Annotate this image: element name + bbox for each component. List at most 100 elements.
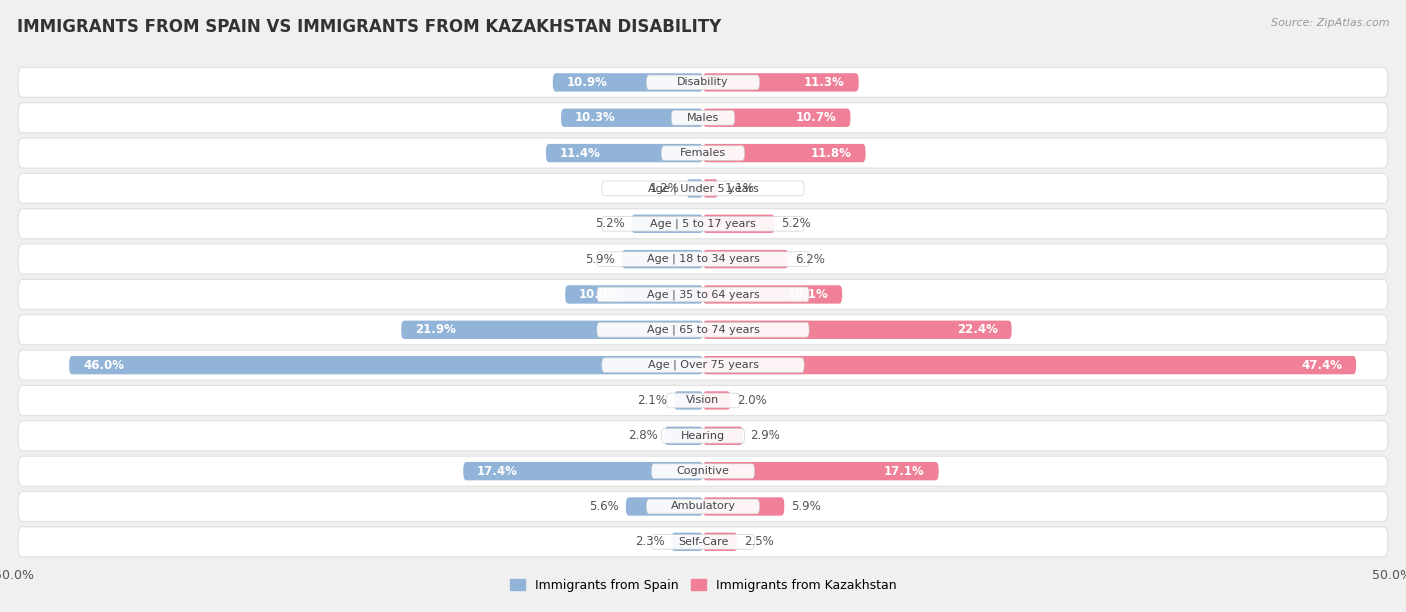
Text: 17.4%: 17.4% [477,465,517,477]
FancyBboxPatch shape [647,75,759,90]
Text: 5.2%: 5.2% [782,217,811,230]
Text: 6.2%: 6.2% [796,253,825,266]
FancyBboxPatch shape [703,391,731,409]
Text: Females: Females [681,148,725,158]
Text: Ambulatory: Ambulatory [671,501,735,512]
Text: 11.4%: 11.4% [560,147,600,160]
FancyBboxPatch shape [546,144,703,162]
Text: 10.9%: 10.9% [567,76,607,89]
FancyBboxPatch shape [18,456,1388,486]
FancyBboxPatch shape [18,350,1388,380]
FancyBboxPatch shape [18,280,1388,310]
Text: 22.4%: 22.4% [957,323,998,336]
FancyBboxPatch shape [598,252,808,266]
Text: 47.4%: 47.4% [1302,359,1343,371]
FancyBboxPatch shape [18,138,1388,168]
Text: 17.1%: 17.1% [884,465,925,477]
Text: 2.0%: 2.0% [738,394,768,407]
FancyBboxPatch shape [651,534,755,549]
FancyBboxPatch shape [18,209,1388,239]
FancyBboxPatch shape [18,67,1388,97]
FancyBboxPatch shape [666,393,740,408]
Text: 2.5%: 2.5% [744,536,775,548]
Text: 5.9%: 5.9% [792,500,821,513]
FancyBboxPatch shape [621,250,703,268]
FancyBboxPatch shape [703,321,1012,339]
FancyBboxPatch shape [18,386,1388,416]
Text: 21.9%: 21.9% [415,323,456,336]
FancyBboxPatch shape [703,462,939,480]
Text: 2.1%: 2.1% [637,394,668,407]
FancyBboxPatch shape [651,464,755,479]
FancyBboxPatch shape [602,181,804,196]
Text: Age | 65 to 74 years: Age | 65 to 74 years [647,324,759,335]
FancyBboxPatch shape [703,532,738,551]
FancyBboxPatch shape [401,321,703,339]
FancyBboxPatch shape [561,108,703,127]
FancyBboxPatch shape [18,527,1388,557]
Text: Age | Over 75 years: Age | Over 75 years [648,360,758,370]
FancyBboxPatch shape [661,428,745,443]
FancyBboxPatch shape [703,427,742,445]
Text: IMMIGRANTS FROM SPAIN VS IMMIGRANTS FROM KAZAKHSTAN DISABILITY: IMMIGRANTS FROM SPAIN VS IMMIGRANTS FROM… [17,18,721,36]
Text: 1.2%: 1.2% [650,182,679,195]
Text: 10.7%: 10.7% [796,111,837,124]
Text: 5.6%: 5.6% [589,500,619,513]
FancyBboxPatch shape [703,179,718,198]
Text: Males: Males [688,113,718,123]
FancyBboxPatch shape [673,391,703,409]
Text: 11.3%: 11.3% [804,76,845,89]
FancyBboxPatch shape [703,250,789,268]
FancyBboxPatch shape [703,285,842,304]
FancyBboxPatch shape [602,358,804,373]
FancyBboxPatch shape [463,462,703,480]
Text: Cognitive: Cognitive [676,466,730,476]
FancyBboxPatch shape [647,499,759,514]
Text: 10.1%: 10.1% [787,288,828,301]
Text: Vision: Vision [686,395,720,406]
FancyBboxPatch shape [18,421,1388,451]
FancyBboxPatch shape [565,285,703,304]
Legend: Immigrants from Spain, Immigrants from Kazakhstan: Immigrants from Spain, Immigrants from K… [505,574,901,597]
FancyBboxPatch shape [598,287,808,302]
Text: Source: ZipAtlas.com: Source: ZipAtlas.com [1271,18,1389,28]
FancyBboxPatch shape [665,427,703,445]
FancyBboxPatch shape [703,498,785,516]
Text: 5.9%: 5.9% [585,253,614,266]
Text: 2.3%: 2.3% [634,536,665,548]
Text: 10.3%: 10.3% [575,111,616,124]
Text: 10.0%: 10.0% [579,288,620,301]
FancyBboxPatch shape [703,73,859,92]
Text: 1.1%: 1.1% [725,182,755,195]
FancyBboxPatch shape [598,323,808,337]
Text: 11.8%: 11.8% [811,147,852,160]
FancyBboxPatch shape [69,356,703,375]
FancyBboxPatch shape [602,217,804,231]
FancyBboxPatch shape [18,244,1388,274]
Text: 2.9%: 2.9% [749,429,780,442]
Text: Disability: Disability [678,77,728,88]
FancyBboxPatch shape [18,173,1388,203]
Text: Age | Under 5 years: Age | Under 5 years [648,183,758,193]
Text: Age | 5 to 17 years: Age | 5 to 17 years [650,218,756,229]
FancyBboxPatch shape [18,491,1388,521]
FancyBboxPatch shape [661,146,745,160]
Text: 5.2%: 5.2% [595,217,624,230]
FancyBboxPatch shape [703,356,1357,375]
FancyBboxPatch shape [703,144,866,162]
Text: 2.8%: 2.8% [628,429,658,442]
FancyBboxPatch shape [671,532,703,551]
FancyBboxPatch shape [703,215,775,233]
FancyBboxPatch shape [671,110,735,125]
Text: Age | 18 to 34 years: Age | 18 to 34 years [647,254,759,264]
Text: Hearing: Hearing [681,431,725,441]
FancyBboxPatch shape [626,498,703,516]
FancyBboxPatch shape [18,315,1388,345]
FancyBboxPatch shape [553,73,703,92]
FancyBboxPatch shape [686,179,703,198]
FancyBboxPatch shape [703,108,851,127]
Text: Self-Care: Self-Care [678,537,728,547]
FancyBboxPatch shape [631,215,703,233]
Text: Age | 35 to 64 years: Age | 35 to 64 years [647,289,759,300]
Text: 46.0%: 46.0% [83,359,124,371]
